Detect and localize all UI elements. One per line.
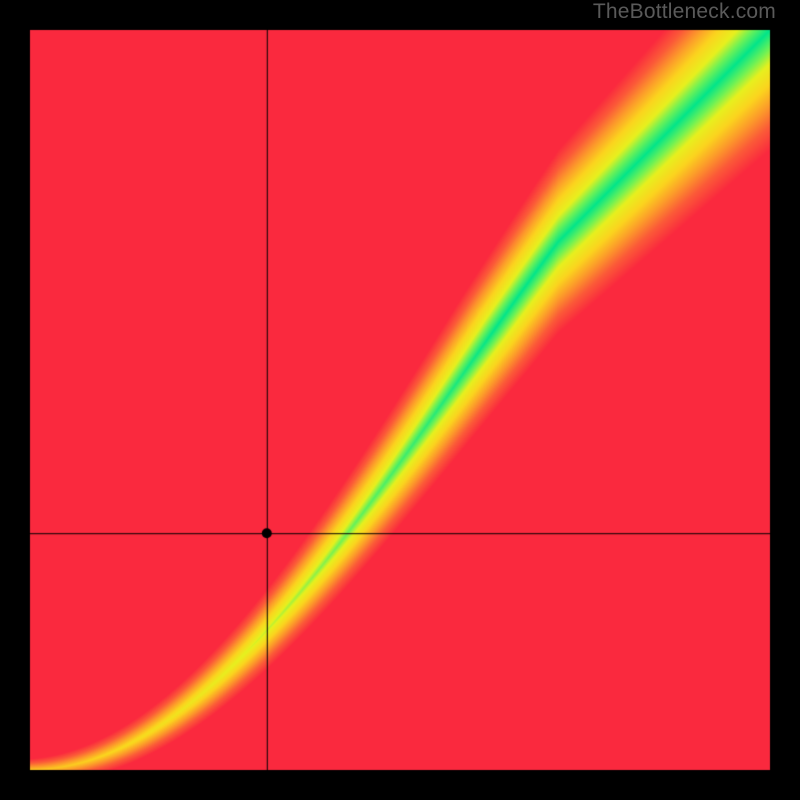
attribution-text: TheBottleneck.com [593,0,776,24]
chart-stage: TheBottleneck.com [0,0,800,800]
bottleneck-heatmap [0,0,800,800]
